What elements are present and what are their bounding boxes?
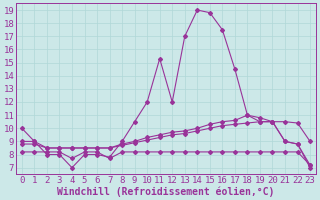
X-axis label: Windchill (Refroidissement éolien,°C): Windchill (Refroidissement éolien,°C)	[57, 186, 275, 197]
